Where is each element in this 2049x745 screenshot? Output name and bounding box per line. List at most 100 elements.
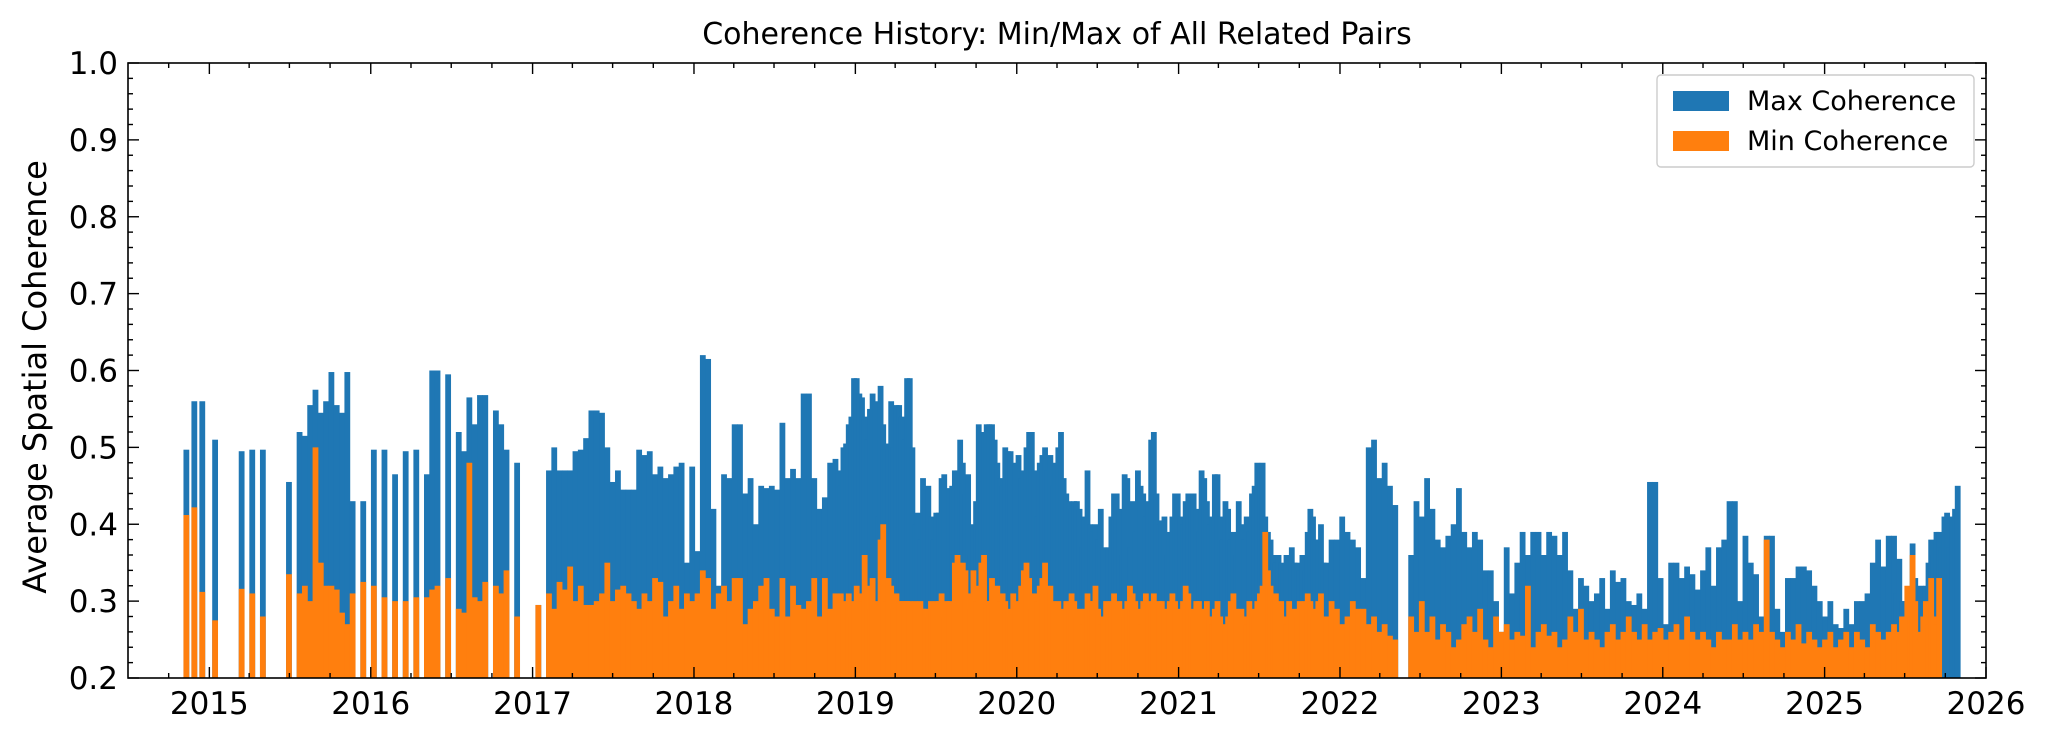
y-tick-label: 0.8 xyxy=(69,200,118,236)
min-coherence-bar xyxy=(212,620,219,678)
min-coherence-bar xyxy=(1519,635,1526,678)
max-coherence-bar xyxy=(301,435,308,678)
min-coherence-bar xyxy=(1355,608,1362,678)
max-coherence-bar xyxy=(1731,501,1738,678)
max-coherence-bar xyxy=(1710,585,1717,678)
max-coherence-bar xyxy=(742,493,749,678)
min-coherence-bar xyxy=(1535,631,1542,678)
min-coherence-bar xyxy=(1461,624,1468,678)
min-coherence-bar xyxy=(238,588,245,678)
max-coherence-bar xyxy=(1392,505,1399,678)
min-coherence-bar xyxy=(1551,631,1558,678)
max-coherence-bar xyxy=(790,468,796,678)
min-coherence-bar xyxy=(183,515,190,678)
max-coherence-bar xyxy=(1954,485,1961,678)
max-coherence-bar xyxy=(199,401,206,678)
max-coherence-bar xyxy=(668,474,674,678)
min-coherence-bar xyxy=(1509,639,1515,678)
max-coherence-bar xyxy=(1795,566,1802,678)
min-coherence-bar xyxy=(758,585,765,678)
max-coherence-bar xyxy=(323,401,329,678)
min-coherence-bar xyxy=(1482,639,1489,678)
min-coherence-bar xyxy=(572,601,579,678)
min-coherence-bar xyxy=(556,581,563,678)
min-coherence-bar xyxy=(1477,608,1484,678)
max-coherence-bar xyxy=(795,478,802,678)
min-coherence-bar xyxy=(1673,624,1680,678)
legend-label: Max Coherence xyxy=(1747,86,1956,117)
min-coherence-bar xyxy=(1487,647,1494,678)
max-coherence-bar xyxy=(1790,578,1797,678)
min-coherence-bar xyxy=(1631,631,1637,678)
max-coherence-bar xyxy=(1716,547,1722,678)
max-coherence-bar xyxy=(816,508,823,678)
y-axis-label: Average Spatial Coherence xyxy=(16,160,54,594)
x-tick-label: 2018 xyxy=(655,686,734,722)
x-tick-label: 2024 xyxy=(1623,686,1702,722)
min-coherence-bar xyxy=(625,593,632,678)
min-coherence-bar xyxy=(784,616,791,678)
min-coherence-bar xyxy=(636,608,643,678)
min-coherence-bar xyxy=(1848,647,1855,678)
max-coherence-bar xyxy=(678,462,685,678)
max-coherence-bar xyxy=(1487,570,1494,678)
max-coherence-bar xyxy=(636,449,643,678)
max-coherence-bar xyxy=(572,451,579,678)
min-coherence-bar xyxy=(1328,601,1335,678)
max-coherence-bar xyxy=(307,405,314,678)
min-coherence-bar xyxy=(429,589,436,678)
min-coherence-bar xyxy=(689,601,696,678)
max-coherence-bar xyxy=(238,451,245,678)
max-coherence-bar xyxy=(249,449,256,678)
min-coherence-bar xyxy=(1763,539,1770,678)
max-coherence-bar xyxy=(1880,566,1887,678)
max-coherence-bar xyxy=(1678,578,1685,678)
x-tick-label: 2019 xyxy=(816,686,895,722)
min-coherence-bar xyxy=(1588,631,1595,678)
min-coherence-bar xyxy=(1816,647,1823,678)
min-coherence-bar xyxy=(1721,639,1728,678)
max-coherence-bar xyxy=(652,474,658,678)
min-coherence-bar xyxy=(1827,631,1834,678)
legend: Max Coherence Min Coherence xyxy=(1656,74,1975,168)
max-coherence-bar xyxy=(662,478,669,678)
y-tick-label: 0.5 xyxy=(69,430,118,466)
max-coherence-bar xyxy=(710,508,717,678)
min-coherence-bar xyxy=(1936,578,1943,678)
min-coherence-bar xyxy=(668,601,674,678)
y-tick-label: 0.7 xyxy=(69,277,118,313)
min-coherence-bar xyxy=(599,593,605,678)
min-coherence-bar xyxy=(1562,639,1568,678)
max-coherence-bar xyxy=(620,489,627,678)
min-coherence-bar xyxy=(609,601,616,678)
max-coherence-bar xyxy=(1800,566,1807,678)
min-coherence-bar xyxy=(652,578,658,678)
max-coherence-bar xyxy=(1503,547,1510,678)
min-coherence-bar xyxy=(1774,639,1781,678)
min-coherence-bar xyxy=(1731,624,1738,678)
max-coherence-bar xyxy=(1418,516,1425,678)
y-tick-label: 0.9 xyxy=(69,123,118,159)
max-coherence-bar xyxy=(429,370,436,678)
min-coherence-bar xyxy=(721,585,727,678)
max-coherence-bar xyxy=(657,466,664,678)
max-coherence-bar xyxy=(1742,535,1749,678)
min-coherence-bar xyxy=(1716,631,1722,678)
min-coherence-bar xyxy=(630,601,637,678)
x-tick-label: 2020 xyxy=(977,686,1056,722)
min-coherence-bar xyxy=(1567,616,1574,678)
max-coherence-bar xyxy=(546,470,552,678)
max-coherence-bar xyxy=(471,424,478,678)
max-coherence-bar xyxy=(1519,531,1526,678)
max-coherence-bar xyxy=(328,372,335,678)
min-coherence-bar xyxy=(1832,647,1839,678)
max-coherence-bar xyxy=(1785,578,1791,678)
y-tick-label: 0.3 xyxy=(69,584,118,620)
min-coherence-bar xyxy=(1525,585,1531,678)
min-coherence-bar xyxy=(1843,631,1850,678)
max-coherence-bar xyxy=(705,358,712,678)
max-coherence-bar xyxy=(827,462,834,678)
x-tick-label: 2015 xyxy=(170,686,249,722)
max-coherence-bar xyxy=(609,481,616,678)
max-coherence-bar xyxy=(296,432,303,678)
